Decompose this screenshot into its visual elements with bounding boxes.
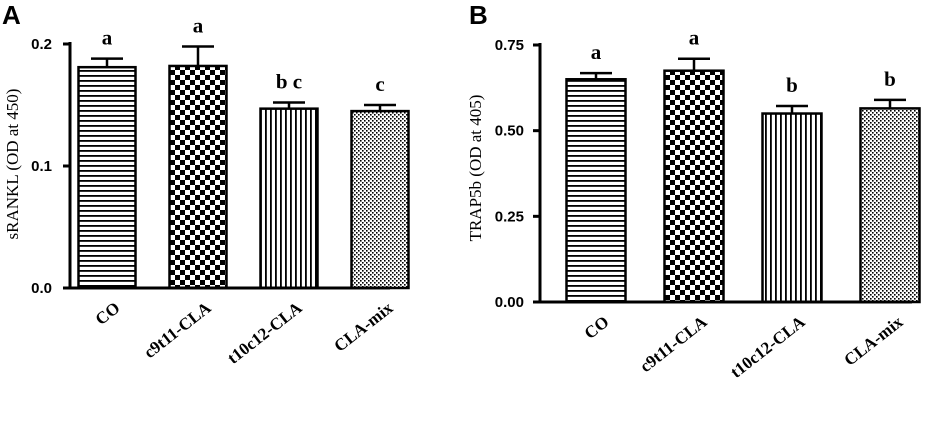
- bar-group: a a b b: [565, 26, 921, 304]
- panel-label: A: [2, 0, 21, 30]
- significance-letter: a: [193, 13, 204, 37]
- y-tick-label: 0.50: [495, 123, 524, 140]
- category-label: CO: [581, 312, 613, 343]
- axes: [68, 42, 390, 290]
- significance-letter: b: [884, 67, 896, 91]
- y-axis-ticks: 0.00 0.25 0.50 0.75: [495, 37, 540, 311]
- significance-letter: b c: [276, 70, 302, 94]
- bar: [663, 69, 725, 304]
- category-labels: CO c9t11-CLA t10c12-CLA CLA-mix: [92, 298, 397, 368]
- bar-group: a a b c c: [77, 13, 410, 290]
- bar: [761, 112, 823, 304]
- significance-letter: a: [591, 40, 602, 64]
- chart-panel-a: A sRANKL (OD at 450) 0.0 0.1 0.2 a a b c c CO…: [2, 0, 410, 368]
- significance-letter: a: [102, 26, 113, 50]
- bar: [565, 78, 627, 304]
- bar: [859, 107, 921, 304]
- category-label: CO: [92, 298, 124, 329]
- significance-letter: b: [786, 73, 798, 97]
- y-axis-ticks: 0.0 0.1 0.2: [31, 36, 70, 297]
- significance-letter: c: [375, 72, 384, 96]
- significance-letter: a: [689, 26, 700, 50]
- panel-label: B: [469, 0, 488, 30]
- y-tick-label: 0.2: [31, 36, 52, 53]
- bar: [77, 65, 137, 290]
- category-label: CLA-mix: [330, 298, 396, 356]
- y-tick-label: 0.0: [31, 280, 52, 297]
- y-axis-label: TRAP5b (OD at 405): [466, 95, 485, 242]
- y-tick-label: 0.1: [31, 158, 52, 175]
- y-tick-label: 0.00: [495, 294, 524, 311]
- y-tick-label: 0.75: [495, 37, 524, 54]
- category-label: t10c12-CLA: [224, 298, 306, 368]
- y-axis-label: sRANKL (OD at 450): [3, 89, 22, 240]
- axes: [538, 43, 912, 304]
- category-labels: CO c9t11-CLA t10c12-CLA CLA-mix: [581, 312, 907, 382]
- y-tick-label: 0.25: [495, 208, 524, 225]
- bar: [259, 107, 319, 290]
- category-label: CLA-mix: [840, 312, 906, 370]
- bar: [168, 64, 228, 290]
- chart-panel-b: B TRAP5b (OD at 405) 0.000.250.500.75 aa…: [466, 0, 921, 382]
- category-label: c9t11-CLA: [140, 298, 215, 362]
- category-label: t10c12-CLA: [727, 312, 809, 382]
- bar: [350, 109, 410, 290]
- category-label: c9t11-CLA: [636, 312, 711, 376]
